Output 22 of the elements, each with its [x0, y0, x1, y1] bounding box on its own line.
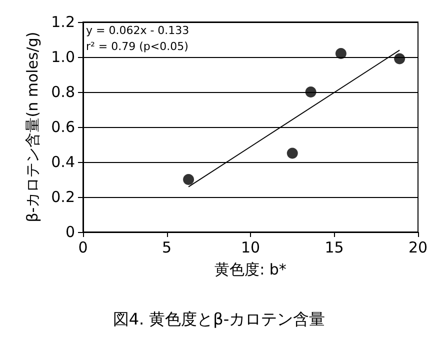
x-tick-label: 20 — [408, 238, 428, 256]
y-tick-label: 0 — [65, 223, 75, 241]
x-tick-label: 15 — [324, 238, 344, 256]
annotation: y = 0.062x - 0.133 — [86, 24, 190, 37]
x-tick-label: 10 — [240, 238, 260, 256]
y-axis-title: β-カロテン含量(n moles/g) — [24, 32, 42, 222]
y-tick-label: 0.2 — [51, 188, 75, 206]
point — [183, 174, 194, 185]
y-tick-label: 0.8 — [51, 83, 75, 101]
point — [394, 53, 406, 64]
x-axis-title: 黄色度: b* — [214, 260, 287, 278]
x-tick-label: 0 — [78, 238, 88, 256]
y-tick-label: 1.2 — [51, 13, 75, 31]
text: 図4. 黄色度とβ-カロテン含量 — [112, 310, 326, 328]
x-tick-label: 5 — [162, 238, 172, 256]
annotation: r² = 0.79 (p<0.05) — [86, 40, 188, 53]
y-tick-label: 1.0 — [51, 48, 75, 66]
y-tick-label: 0.4 — [51, 153, 75, 171]
point — [305, 86, 316, 98]
y-tick-label: 0.6 — [51, 118, 75, 136]
point — [335, 48, 346, 59]
point — [286, 148, 298, 159]
